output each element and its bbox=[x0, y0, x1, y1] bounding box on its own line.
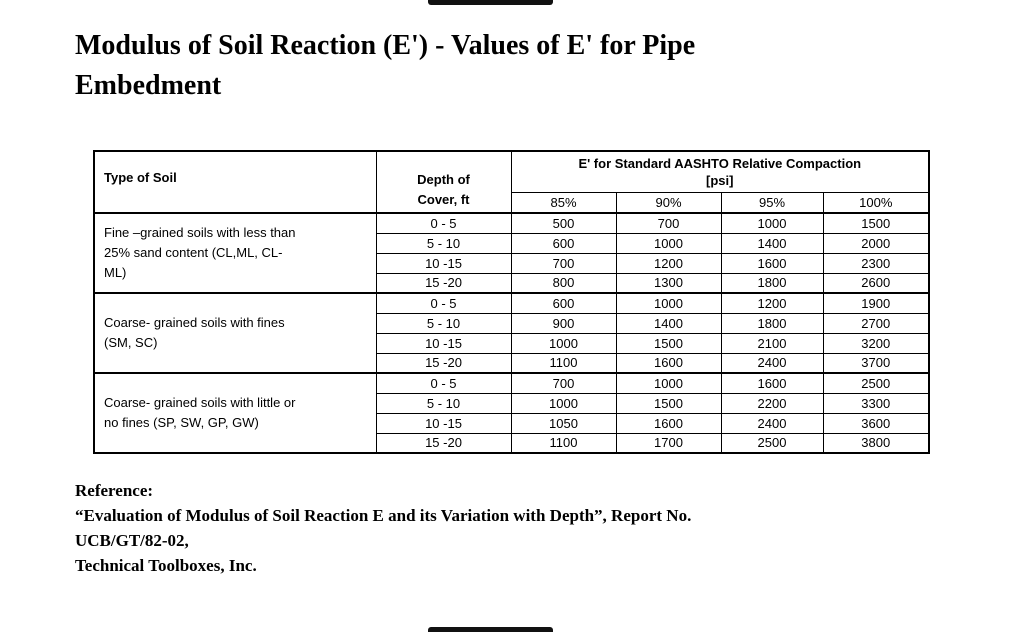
value-cell: 1900 bbox=[822, 292, 930, 314]
depth-cell: 15 -20 bbox=[375, 272, 512, 294]
column-header-depth-of-cover: Depth of Cover, ft bbox=[375, 150, 512, 214]
value-cell: 1600 bbox=[615, 352, 722, 374]
value-cell: 3300 bbox=[822, 392, 930, 414]
value-cell: 2400 bbox=[720, 352, 824, 374]
column-header-compaction: E' for Standard AASHTO Relative Compacti… bbox=[510, 150, 930, 193]
value-cell: 900 bbox=[510, 312, 617, 334]
soil-reaction-table: Type of Soil Depth of Cover, ft E' for S… bbox=[93, 150, 931, 454]
value-cell: 1800 bbox=[720, 312, 824, 334]
value-cell: 700 bbox=[510, 252, 617, 274]
soil-type-cell: Coarse- grained soils with fines (SM, SC… bbox=[93, 292, 377, 374]
compaction-header-line2: [psi] bbox=[706, 173, 734, 188]
column-header-85pct: 85% bbox=[510, 192, 617, 214]
value-cell: 1800 bbox=[720, 272, 824, 294]
value-cell: 3700 bbox=[822, 352, 930, 374]
soil-reaction-table-container: Type of Soil Depth of Cover, ft E' for S… bbox=[93, 150, 931, 454]
page-title: Modulus of Soil Reaction (E') - Values o… bbox=[75, 26, 695, 106]
depth-cell: 10 -15 bbox=[375, 332, 512, 354]
depth-cell: 5 - 10 bbox=[375, 232, 512, 254]
depth-cell: 10 -15 bbox=[375, 252, 512, 274]
value-cell: 1000 bbox=[510, 392, 617, 414]
depth-cell: 0 - 5 bbox=[375, 212, 512, 234]
column-header-95pct: 95% bbox=[720, 192, 824, 214]
value-cell: 1300 bbox=[615, 272, 722, 294]
table-row: 15 -20 800 1300 1800 2600 bbox=[94, 272, 930, 294]
reference-block: Reference: “Evaluation of Modulus of Soi… bbox=[75, 478, 691, 578]
value-cell: 1100 bbox=[510, 432, 617, 454]
value-cell: 1000 bbox=[615, 232, 722, 254]
value-cell: 2500 bbox=[822, 372, 930, 394]
value-cell: 3600 bbox=[822, 412, 930, 434]
value-cell: 700 bbox=[615, 212, 722, 234]
value-cell: 600 bbox=[510, 292, 617, 314]
depth-cell: 15 -20 bbox=[375, 352, 512, 374]
value-cell: 2000 bbox=[822, 232, 930, 254]
value-cell: 1100 bbox=[510, 352, 617, 374]
value-cell: 1000 bbox=[720, 212, 824, 234]
value-cell: 2500 bbox=[720, 432, 824, 454]
value-cell: 1000 bbox=[510, 332, 617, 354]
column-header-90pct: 90% bbox=[615, 192, 722, 214]
depth-cell: 5 - 10 bbox=[375, 312, 512, 334]
value-cell: 1500 bbox=[615, 332, 722, 354]
column-header-type-of-soil: Type of Soil bbox=[93, 150, 377, 214]
value-cell: 1050 bbox=[510, 412, 617, 434]
value-cell: 3800 bbox=[822, 432, 930, 454]
value-cell: 800 bbox=[510, 272, 617, 294]
depth-cell: 0 - 5 bbox=[375, 292, 512, 314]
page-title-line1: Modulus of Soil Reaction (E') - Values o… bbox=[75, 30, 696, 61]
value-cell: 500 bbox=[510, 212, 617, 234]
value-cell: 2700 bbox=[822, 312, 930, 334]
compaction-header-line1: E' for Standard AASHTO Relative Compacti… bbox=[578, 156, 862, 171]
table-row: Coarse- grained soils with fines (SM, SC… bbox=[93, 292, 930, 374]
table-row: Coarse- grained soils with little or no … bbox=[93, 372, 930, 454]
value-cell: 1600 bbox=[720, 372, 824, 394]
reference-citation-line3: Technical Toolboxes, Inc. bbox=[75, 556, 257, 575]
value-cell: 600 bbox=[510, 232, 617, 254]
column-header-100pct: 100% bbox=[822, 192, 930, 214]
table-row: 10 -15 700 1200 1600 2300 bbox=[94, 252, 930, 274]
soil-type-cell: Fine –grained soils with less than 25% s… bbox=[93, 212, 377, 294]
table-row: 15 -20 1100 1700 2500 3800 bbox=[94, 432, 930, 454]
depth-cell: 0 - 5 bbox=[375, 372, 512, 394]
value-cell: 2400 bbox=[720, 412, 824, 434]
value-cell: 1600 bbox=[720, 252, 824, 274]
depth-cell: 5 - 10 bbox=[375, 392, 512, 414]
top-toolbar-fragment bbox=[428, 0, 553, 5]
reference-citation-line2: UCB/GT/82-02, bbox=[75, 531, 189, 550]
depth-cell: 15 -20 bbox=[375, 432, 512, 454]
reference-label: Reference: bbox=[75, 481, 154, 500]
value-cell: 1400 bbox=[615, 312, 722, 334]
depth-cell: 10 -15 bbox=[375, 412, 512, 434]
table-row: Fine –grained soils with less than 25% s… bbox=[93, 212, 930, 294]
value-cell: 700 bbox=[510, 372, 617, 394]
table-row: 5 - 10 1000 1500 2200 3300 bbox=[94, 392, 930, 414]
value-cell: 2300 bbox=[822, 252, 930, 274]
value-cell: 1700 bbox=[615, 432, 722, 454]
value-cell: 3200 bbox=[822, 332, 930, 354]
table-row: 5 - 10 900 1400 1800 2700 bbox=[94, 312, 930, 334]
value-cell: 1400 bbox=[720, 232, 824, 254]
value-cell: 1500 bbox=[615, 392, 722, 414]
soil-type-cell: Coarse- grained soils with little or no … bbox=[93, 372, 377, 454]
table-header-row-1: Type of Soil Depth of Cover, ft E' for S… bbox=[93, 150, 930, 214]
value-cell: 2600 bbox=[822, 272, 930, 294]
value-cell: 1200 bbox=[720, 292, 824, 314]
page-title-line2: Embedment bbox=[75, 70, 222, 101]
value-cell: 1200 bbox=[615, 252, 722, 274]
value-cell: 1500 bbox=[822, 212, 930, 234]
reference-citation-line1: “Evaluation of Modulus of Soil Reaction … bbox=[75, 506, 692, 525]
value-cell: 1000 bbox=[615, 292, 722, 314]
value-cell: 1000 bbox=[615, 372, 722, 394]
value-cell: 1600 bbox=[615, 412, 722, 434]
bottom-toolbar-fragment bbox=[428, 627, 553, 632]
value-cell: 2100 bbox=[720, 332, 824, 354]
value-cell: 2200 bbox=[720, 392, 824, 414]
